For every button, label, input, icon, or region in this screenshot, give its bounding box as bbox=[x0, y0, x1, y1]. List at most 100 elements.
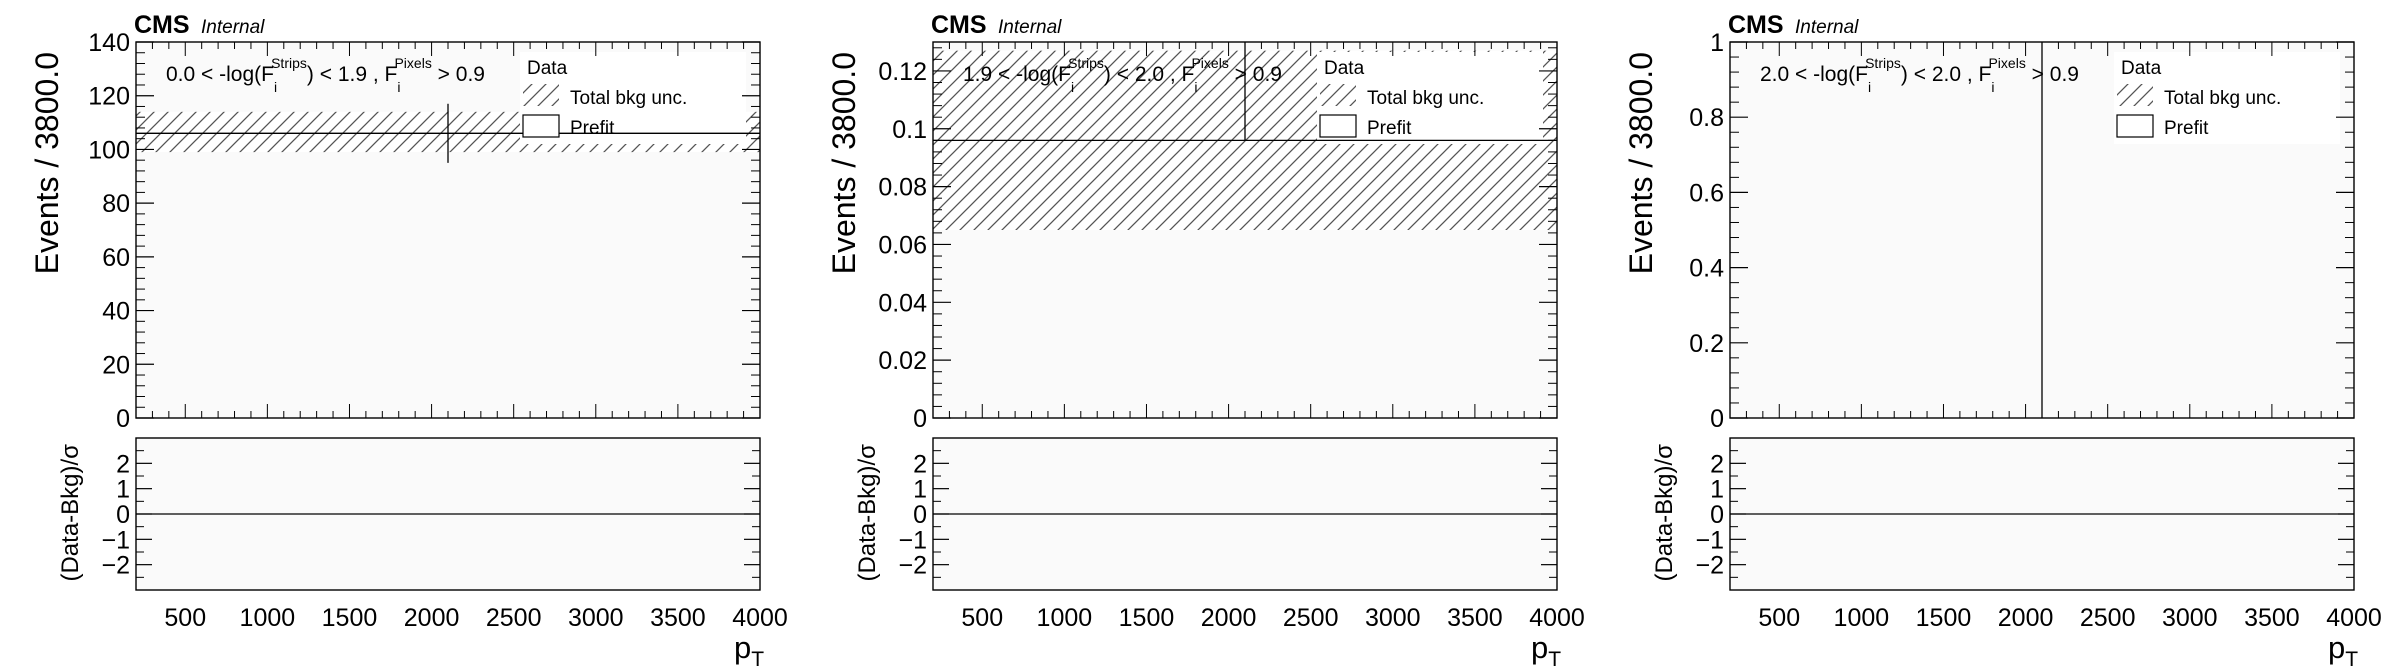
cms-sublabel: Internal bbox=[998, 17, 1062, 38]
y-tick-label: 0.04 bbox=[878, 289, 927, 317]
y-tick-label: 0.1 bbox=[892, 116, 927, 144]
y-tick-label: 100 bbox=[88, 136, 130, 164]
region-label: 2.0 < -log(FiStrips) < 2.0 , FiPixels > … bbox=[1760, 55, 2079, 95]
x-tick-label: 1500 bbox=[1119, 604, 1175, 632]
region-label-subscript: i bbox=[1194, 79, 1197, 95]
region-label-subscript: i bbox=[397, 79, 400, 95]
ratio-y-tick-label: 2 bbox=[116, 450, 130, 478]
x-tick-label: 2500 bbox=[2080, 604, 2136, 632]
x-tick-label: 1000 bbox=[240, 604, 296, 632]
y-tick-label: 60 bbox=[102, 244, 130, 272]
x-axis-label-subscript: T bbox=[751, 648, 764, 671]
ratio-y-tick-label: 0 bbox=[1710, 501, 1724, 529]
y-axis-label: Events / 3800.0 bbox=[826, 52, 862, 274]
region-label-superscript: Strips bbox=[271, 55, 307, 71]
cms-label: CMS bbox=[134, 11, 190, 39]
y-tick-label: 0.02 bbox=[878, 347, 927, 375]
x-axis-label-main: p bbox=[1531, 630, 1548, 665]
ratio-y-tick-label: 0 bbox=[116, 501, 130, 529]
ratio-y-tick-label: −1 bbox=[1695, 526, 1724, 554]
y-tick-label: 80 bbox=[102, 190, 130, 218]
y-tick-label: 0.8 bbox=[1689, 104, 1724, 132]
x-tick-label: 3500 bbox=[1447, 604, 1503, 632]
region-label-part: ) < 1.9 , F bbox=[307, 63, 397, 86]
y-tick-label: 140 bbox=[88, 29, 130, 57]
y-tick-label: 0.6 bbox=[1689, 179, 1724, 207]
region-label-part: ) < 2.0 , F bbox=[1104, 63, 1194, 86]
y-tick-label: 0 bbox=[116, 405, 130, 433]
ratio-y-axis-label: (Data-Bkg)/σ bbox=[1651, 444, 1678, 582]
legend-label-data: Data bbox=[2121, 58, 2162, 79]
x-axis-label: pT bbox=[2328, 630, 2358, 671]
region-label-superscript: Strips bbox=[1068, 55, 1104, 71]
region-label-subscript: i bbox=[1071, 79, 1074, 95]
legend-label-prefit: Prefit bbox=[1367, 118, 1412, 139]
legend-label-prefit: Prefit bbox=[2164, 118, 2209, 139]
ratio-y-tick-label: 1 bbox=[116, 476, 130, 504]
ratio-y-tick-label: −2 bbox=[101, 552, 130, 580]
legend-label-prefit: Prefit bbox=[570, 118, 615, 139]
region-label-part: > 0.9 bbox=[2026, 63, 2079, 86]
region-label: 0.0 < -log(FiStrips) < 1.9 , FiPixels > … bbox=[166, 55, 485, 95]
x-axis-label-main: p bbox=[2328, 630, 2345, 665]
legend-label-data: Data bbox=[527, 58, 568, 79]
y-tick-label: 0.06 bbox=[878, 231, 927, 259]
y-tick-label: 0.12 bbox=[878, 58, 927, 86]
x-axis-label-subscript: T bbox=[1548, 648, 1561, 671]
region-label-superscript: Pixels bbox=[1988, 55, 2025, 71]
ratio-y-axis-label: (Data-Bkg)/σ bbox=[57, 444, 84, 582]
y-tick-label: 0.08 bbox=[878, 174, 927, 202]
region-label-part: 0.0 < -log(F bbox=[166, 63, 274, 86]
x-tick-label: 1000 bbox=[1834, 604, 1890, 632]
x-tick-label: 1000 bbox=[1037, 604, 1093, 632]
x-axis-label-main: p bbox=[734, 630, 751, 665]
region-label-part: 2.0 < -log(F bbox=[1760, 63, 1868, 86]
region-label-subscript: i bbox=[274, 79, 277, 95]
region-label-superscript: Pixels bbox=[1191, 55, 1228, 71]
x-tick-label: 3000 bbox=[2162, 604, 2218, 632]
region-label: 1.9 < -log(FiStrips) < 2.0 , FiPixels > … bbox=[963, 55, 1282, 95]
region-label-superscript: Pixels bbox=[394, 55, 431, 71]
y-tick-label: 1 bbox=[1710, 29, 1724, 57]
region-label-part: > 0.9 bbox=[432, 63, 485, 86]
ratio-y-tick-label: −1 bbox=[898, 526, 927, 554]
ratio-y-tick-label: −2 bbox=[898, 552, 927, 580]
region-label-part: ) < 2.0 , F bbox=[1901, 63, 1991, 86]
region-label-part: 1.9 < -log(F bbox=[963, 63, 1071, 86]
legend-swatch-unc bbox=[523, 84, 559, 106]
x-axis-label: pT bbox=[734, 630, 764, 671]
y-tick-label: 0 bbox=[1710, 405, 1724, 433]
legend-swatch-prefit bbox=[522, 114, 560, 138]
x-tick-label: 4000 bbox=[2326, 604, 2382, 632]
cms-label: CMS bbox=[931, 11, 987, 39]
x-tick-label: 500 bbox=[1758, 604, 1800, 632]
ratio-y-axis-label: (Data-Bkg)/σ bbox=[854, 444, 881, 582]
legend-label-unc: Total bkg unc. bbox=[1367, 88, 1484, 109]
x-tick-label: 500 bbox=[961, 604, 1003, 632]
x-tick-label: 4000 bbox=[732, 604, 788, 632]
y-tick-label: 0.2 bbox=[1689, 330, 1724, 358]
x-tick-label: 3500 bbox=[650, 604, 706, 632]
y-tick-label: 40 bbox=[102, 298, 130, 326]
region-label-subscript: i bbox=[1868, 79, 1871, 95]
legend-swatch-prefit bbox=[2116, 114, 2154, 138]
x-tick-label: 2500 bbox=[1283, 604, 1339, 632]
x-tick-label: 3000 bbox=[1365, 604, 1421, 632]
ratio-y-tick-label: 1 bbox=[1710, 476, 1724, 504]
legend-swatch-prefit bbox=[1319, 114, 1357, 138]
cms-sublabel: Internal bbox=[1795, 17, 1859, 38]
x-axis-label-subscript: T bbox=[2345, 648, 2358, 671]
x-tick-label: 3000 bbox=[568, 604, 624, 632]
x-axis-label: pT bbox=[1531, 630, 1561, 671]
ratio-y-tick-label: −1 bbox=[101, 526, 130, 554]
legend-label-data: Data bbox=[1324, 58, 1365, 79]
x-tick-label: 2000 bbox=[404, 604, 460, 632]
y-tick-label: 0.4 bbox=[1689, 255, 1724, 283]
x-tick-label: 4000 bbox=[1529, 604, 1585, 632]
ratio-y-tick-label: 2 bbox=[913, 450, 927, 478]
x-tick-label: 2500 bbox=[486, 604, 542, 632]
legend-swatch-unc bbox=[1320, 84, 1356, 106]
x-tick-label: 3500 bbox=[2244, 604, 2300, 632]
